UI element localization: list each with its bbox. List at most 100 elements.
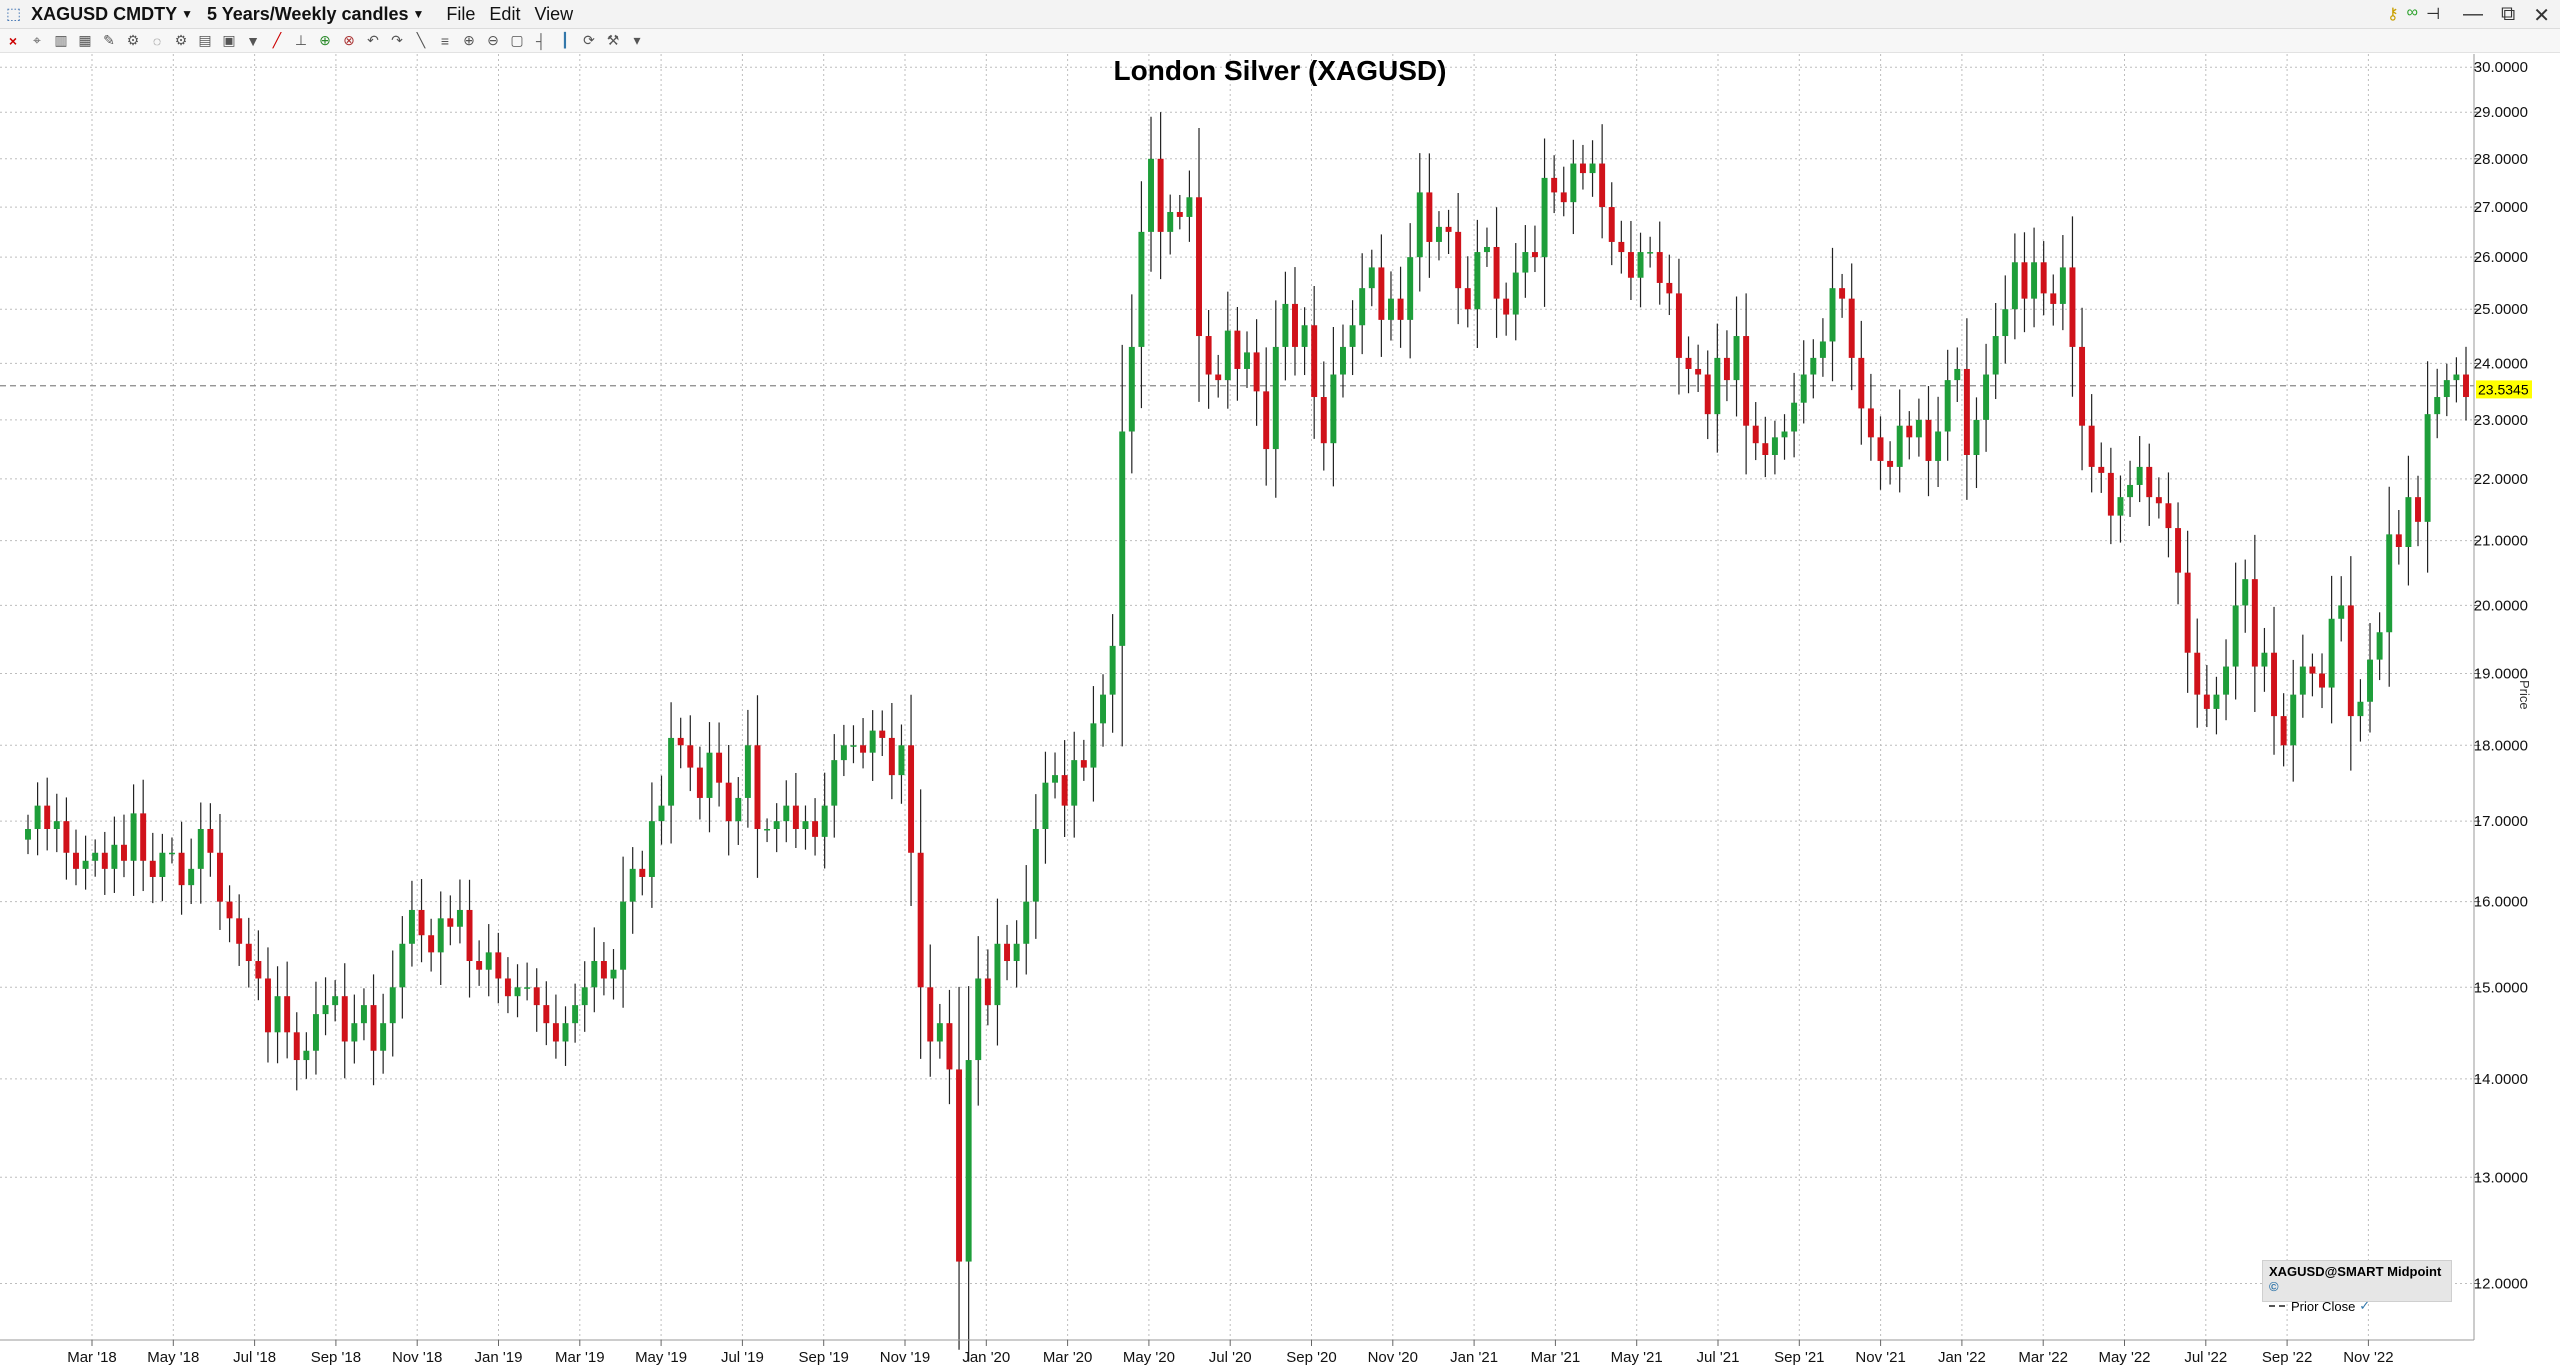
bars-icon[interactable]: ▥ xyxy=(54,32,68,48)
close-icon[interactable]: ✕ xyxy=(2533,5,2550,27)
candle-body xyxy=(2261,652,2268,667)
y-tick-label: 22.0000 xyxy=(2474,471,2528,488)
zoom-out-icon[interactable]: ⊖ xyxy=(487,32,499,48)
key-icon[interactable]: ⚷ xyxy=(2386,6,2399,23)
x-tick-label: Mar '18 xyxy=(67,1349,117,1366)
candle-body xyxy=(216,852,223,902)
legend-box[interactable]: XAGUSD@SMART Midpoint © Prior Close ✓ xyxy=(2262,1260,2452,1314)
candle xyxy=(456,879,463,944)
restore-icon[interactable]: ⧉ xyxy=(2500,3,2516,25)
menu-edit[interactable]: Edit xyxy=(489,3,521,24)
candle-body xyxy=(2347,605,2354,717)
minimize-icon[interactable]: — xyxy=(2462,3,2483,25)
candle-body xyxy=(821,805,828,837)
wrench-icon[interactable]: ⚒ xyxy=(606,32,620,48)
refresh-icon[interactable]: ⟳ xyxy=(583,32,595,48)
link-icon[interactable]: ∞ xyxy=(2406,4,2419,21)
menu-view[interactable]: View xyxy=(534,3,574,24)
table-icon[interactable]: ▤ xyxy=(198,32,212,48)
candle-body xyxy=(274,996,281,1033)
candle xyxy=(1867,373,1874,461)
y-tick-label: 12.0000 xyxy=(2474,1276,2528,1293)
checkmark-icon[interactable]: ✓ xyxy=(2359,1298,2371,1313)
pin-icon[interactable]: ⊣ xyxy=(2426,6,2440,23)
candle-body xyxy=(1800,374,1807,403)
candle xyxy=(1762,416,1769,478)
target-icon[interactable]: ⊗ xyxy=(343,32,355,48)
brush-icon[interactable]: ✎ xyxy=(103,32,115,48)
candle xyxy=(773,803,780,853)
line-icon[interactable]: ╲ xyxy=(416,32,426,48)
settings-icon[interactable]: ⚙ xyxy=(174,32,188,48)
pen-icon[interactable]: ╱ xyxy=(272,32,282,48)
wand-icon[interactable]: ⚙ xyxy=(126,32,140,48)
candle-body xyxy=(1023,901,1030,944)
redo-icon[interactable]: ↷ xyxy=(391,32,403,48)
candle xyxy=(437,891,444,986)
period-dropdown[interactable]: 5 Years/Weekly candles ▼ xyxy=(207,4,424,25)
candle xyxy=(1666,254,1673,316)
triangle-icon[interactable]: ▼ xyxy=(246,32,260,49)
candle-body xyxy=(908,745,915,853)
candle xyxy=(293,1012,300,1091)
x-tick-label: Nov '22 xyxy=(2343,1349,2393,1366)
candle-body xyxy=(860,745,867,753)
candle-body xyxy=(994,943,1001,1006)
menu-file[interactable]: File xyxy=(446,3,476,24)
candle xyxy=(1551,155,1558,214)
price-chart[interactable]: 12.0000 13.0000 14.0000 15.0000 16.0000 17.00… xyxy=(0,54,2560,1366)
candle-body xyxy=(2175,528,2182,573)
candle-body xyxy=(1263,391,1270,450)
circle-plus-icon[interactable]: ⊕ xyxy=(319,32,331,48)
candle xyxy=(562,1006,569,1066)
x-tick-label: Mar '19 xyxy=(555,1349,605,1366)
candle-body xyxy=(2098,466,2105,473)
x-tick-label: May '19 xyxy=(635,1349,687,1366)
candle-body xyxy=(1762,443,1769,455)
candle xyxy=(1311,285,1318,439)
legend-prior-close-label: Prior Close xyxy=(2291,1298,2356,1314)
candle-type-icon[interactable]: ┃ xyxy=(560,32,570,48)
zoom-in-icon[interactable]: ⊕ xyxy=(463,32,475,48)
candle xyxy=(1455,192,1462,325)
symbol-dropdown[interactable]: XAGUSD CMDTY ▼ xyxy=(31,4,193,25)
candle xyxy=(1656,221,1663,305)
info-icon[interactable]: © xyxy=(2269,1279,2279,1294)
candle-body xyxy=(1560,192,1567,203)
candle-body xyxy=(236,918,243,944)
candle xyxy=(1004,924,1011,981)
fit-icon[interactable]: ▢ xyxy=(510,32,524,48)
candle-body xyxy=(524,987,531,989)
candle-body xyxy=(1858,357,1865,409)
close-icon[interactable]: × xyxy=(8,32,18,49)
candle-body xyxy=(1954,368,1961,381)
pin-icon[interactable]: ⌖ xyxy=(33,32,41,48)
candle-body xyxy=(2424,414,2431,522)
candle xyxy=(1829,247,1836,382)
x-tick-label: Jan '22 xyxy=(1938,1349,1986,1366)
layout-icon[interactable]: ▣ xyxy=(222,32,236,48)
dropdown-icon[interactable]: ▾ xyxy=(633,32,641,48)
candle-body xyxy=(2021,262,2028,299)
candle xyxy=(2443,363,2450,417)
symbol-label: XAGUSD CMDTY xyxy=(31,3,178,24)
candle xyxy=(1215,354,1222,398)
candle-body xyxy=(946,1023,953,1070)
undo-icon[interactable]: ↶ xyxy=(367,32,379,48)
candle xyxy=(380,993,387,1074)
grid-icon[interactable]: ▦ xyxy=(78,32,92,48)
fib-icon[interactable]: ≡ xyxy=(440,32,450,49)
candle xyxy=(629,847,636,934)
candle xyxy=(92,839,99,877)
circle-icon[interactable]: ◌ xyxy=(152,32,162,49)
ruler-icon[interactable]: ⊥ xyxy=(294,32,308,48)
candle xyxy=(725,744,732,856)
candle xyxy=(1848,263,1855,391)
candle-body xyxy=(476,961,483,970)
candle-body xyxy=(92,852,99,861)
candle-body xyxy=(648,821,655,877)
candle-body xyxy=(927,987,934,1042)
candle-body xyxy=(1359,288,1366,326)
bar-type-icon[interactable]: ┤ xyxy=(536,32,546,49)
candle-body xyxy=(956,1069,963,1262)
